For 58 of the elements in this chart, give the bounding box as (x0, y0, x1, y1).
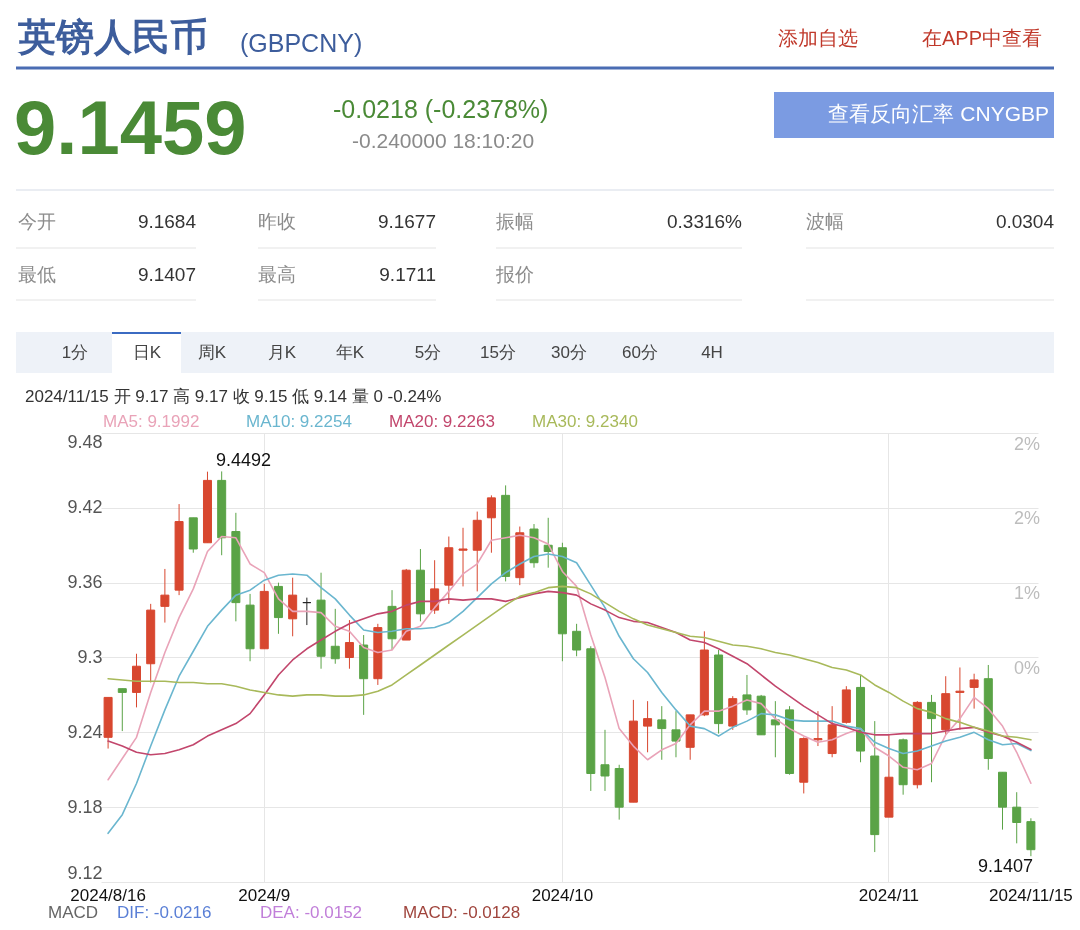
text: 9.1677 (377, 211, 436, 232)
text: -0.240000 18:10:20 (352, 129, 535, 152)
text: 0.0304 (995, 211, 1055, 232)
text: 年K (335, 343, 365, 362)
text: DIF: -0.0216 (117, 903, 212, 922)
y-tick-label: 9.36 (67, 572, 103, 593)
text: -0.0218 (-0.2378%) (333, 95, 549, 123)
text: DEA: -0.0152 (260, 903, 363, 922)
text: 9.1407 (137, 264, 196, 285)
text: 4H (701, 343, 723, 362)
text: MACD (48, 903, 99, 922)
annotation: 9.1407 (977, 856, 1033, 876)
x-tick-label: 2024/9 (238, 885, 291, 905)
y-tick-label: 9.42 (67, 497, 103, 518)
y-tick-label: 9.24 (67, 721, 103, 742)
text: 最低 (18, 264, 56, 285)
text: 9.1684 (137, 211, 197, 232)
text: 查看反向汇率 CNYGBP (828, 102, 1049, 125)
text: MACD: -0.0128 (403, 903, 521, 922)
text: 添加自选 (778, 27, 858, 49)
text: 波幅 (806, 211, 844, 232)
text: 日K (132, 343, 162, 362)
text: MA20: 9.2263 (389, 412, 495, 431)
text: 9.1711 (379, 264, 436, 285)
text: 在APP中查看 (922, 27, 1043, 49)
chart-subtitle: (GBPCNY) (240, 29, 363, 57)
text: 0.3316% (666, 211, 743, 232)
text: 60分 (622, 343, 658, 362)
chart-title: 英镑人民币 (17, 16, 208, 58)
x-tick-label: 2024/8/16 (70, 885, 146, 905)
text: 15分 (480, 343, 516, 362)
y-tick-label: 9.18 (67, 796, 103, 817)
x-tick-label: 2024/11 (858, 885, 920, 905)
x-tick-label: 2024/11/15 (988, 885, 1073, 905)
text: 今开 (18, 211, 56, 232)
x-tick-label: 2024/10 (531, 885, 594, 905)
annotation: 1% (1013, 583, 1040, 603)
text: 报价 (495, 264, 534, 285)
text: 月K (267, 343, 297, 362)
text: MA5: 9.1992 (103, 412, 200, 431)
text: 30分 (551, 343, 587, 362)
text: MA10: 9.2254 (246, 412, 352, 431)
y-tick-label: 9.3 (77, 647, 103, 667)
y-tick-label: 9.48 (67, 431, 103, 452)
text: 最高 (258, 264, 296, 285)
annotation: 9.4492 (216, 450, 272, 470)
text: MA30: 9.2340 (532, 412, 638, 431)
text: 昨收 (258, 211, 296, 232)
annotation: 2% (1013, 434, 1040, 454)
text: 1分 (61, 343, 89, 362)
text: 振幅 (496, 211, 534, 232)
text: 2024/11/15 开 9.17 高 9.17 收 9.15 低 9.14 量 0 -0.24% (25, 387, 442, 406)
text: 9.1459 (14, 85, 247, 170)
y-tick-label: 9.12 (67, 862, 103, 883)
text: 5分 (414, 343, 442, 362)
annotation: 2% (1013, 508, 1040, 528)
text: 周K (197, 343, 227, 362)
annotation: 0% (1013, 658, 1040, 678)
